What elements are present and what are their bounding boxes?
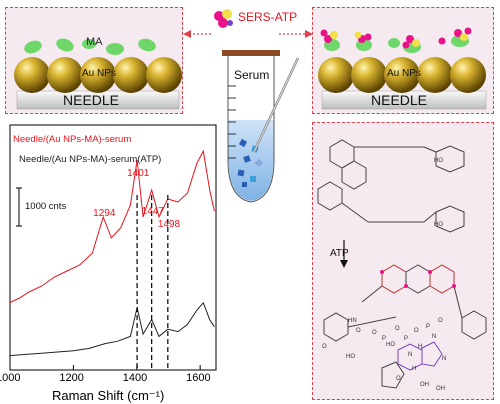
au-nanoparticles xyxy=(14,57,182,93)
molecule-atom-label: O xyxy=(395,326,400,332)
molecule-atom-label: P xyxy=(426,324,431,330)
x-tick-label-1000: 1000 xyxy=(0,372,21,384)
molecule-atom-label: OH xyxy=(420,382,429,388)
molecule-atom-label: O xyxy=(372,330,377,336)
peak-label-1447: 1447 xyxy=(141,206,164,217)
scale-bar-label: 1000 cnts xyxy=(25,201,67,212)
x-tick-label-1400: 1400 xyxy=(122,372,148,384)
series-line-1 xyxy=(9,149,215,303)
sers-atp-label: SERS-ATP xyxy=(238,10,298,24)
scale-bar xyxy=(16,187,22,227)
molecule-atom-label: O xyxy=(438,318,443,324)
atp-arrow-label: ATP xyxy=(330,248,349,259)
molecule-atom-label: P xyxy=(382,336,387,342)
molecule-atom-label: HO xyxy=(434,158,443,164)
peak-label-1401: 1401 xyxy=(127,168,150,179)
needle-label-right: NEEDLE xyxy=(371,92,428,108)
molecule-diagram xyxy=(317,139,487,389)
molecule-atom-label: O xyxy=(414,328,419,334)
legend-black: Needle/(Au NPs-MA)-serum(ATP) xyxy=(19,154,162,165)
molecule-atom-label: HO xyxy=(434,222,443,228)
x-tick-label-1600: 1600 xyxy=(186,372,211,384)
molecule-atom-label: HO xyxy=(346,354,355,360)
plot-frame xyxy=(9,124,217,371)
atp-molecules xyxy=(320,27,472,49)
sers-atp-icon xyxy=(214,9,233,28)
x-axis-label: Raman Shift (cm⁻¹) xyxy=(52,388,165,403)
legend-red: Needle/(Au NPs-MA)-serum xyxy=(13,134,132,145)
ma-molecules xyxy=(24,38,156,55)
needle-with-atp-diagram xyxy=(318,27,487,110)
molecule-atom-label: HN xyxy=(348,318,357,324)
molecule-atom-label: P xyxy=(404,336,409,342)
ma-label: MA xyxy=(86,36,103,48)
x-tick-label-1200: 1200 xyxy=(59,372,84,384)
molecule-atom-label: N xyxy=(442,356,447,362)
molecule-atom-label: N xyxy=(432,334,437,340)
molecule-atom-label: N xyxy=(408,352,413,358)
au-nps-label-right: Au NPs xyxy=(387,68,421,79)
molecule-atom-label: O xyxy=(322,344,327,350)
serum-tube xyxy=(222,50,300,203)
molecule-atom-label: O xyxy=(396,376,401,382)
needle-with-au-nps-diagram xyxy=(14,38,182,110)
molecule-atom-label: O xyxy=(356,328,361,334)
molecule-atom-label: HO xyxy=(386,342,395,348)
series-line-2 xyxy=(9,301,215,357)
needle-label-left: NEEDLE xyxy=(63,92,120,108)
dashed-arrows xyxy=(183,30,313,38)
molecule-atom-label: H xyxy=(418,344,423,350)
peak-label-1294: 1294 xyxy=(93,208,116,219)
raman-chart xyxy=(9,124,217,371)
au-nps-label-left: Au NPs xyxy=(82,68,116,79)
molecule-atom-label: OH xyxy=(436,386,445,392)
serum-label: Serum xyxy=(234,68,270,82)
molecule-atom-label: H xyxy=(412,366,417,372)
peak-label-1498: 1498 xyxy=(157,219,181,230)
